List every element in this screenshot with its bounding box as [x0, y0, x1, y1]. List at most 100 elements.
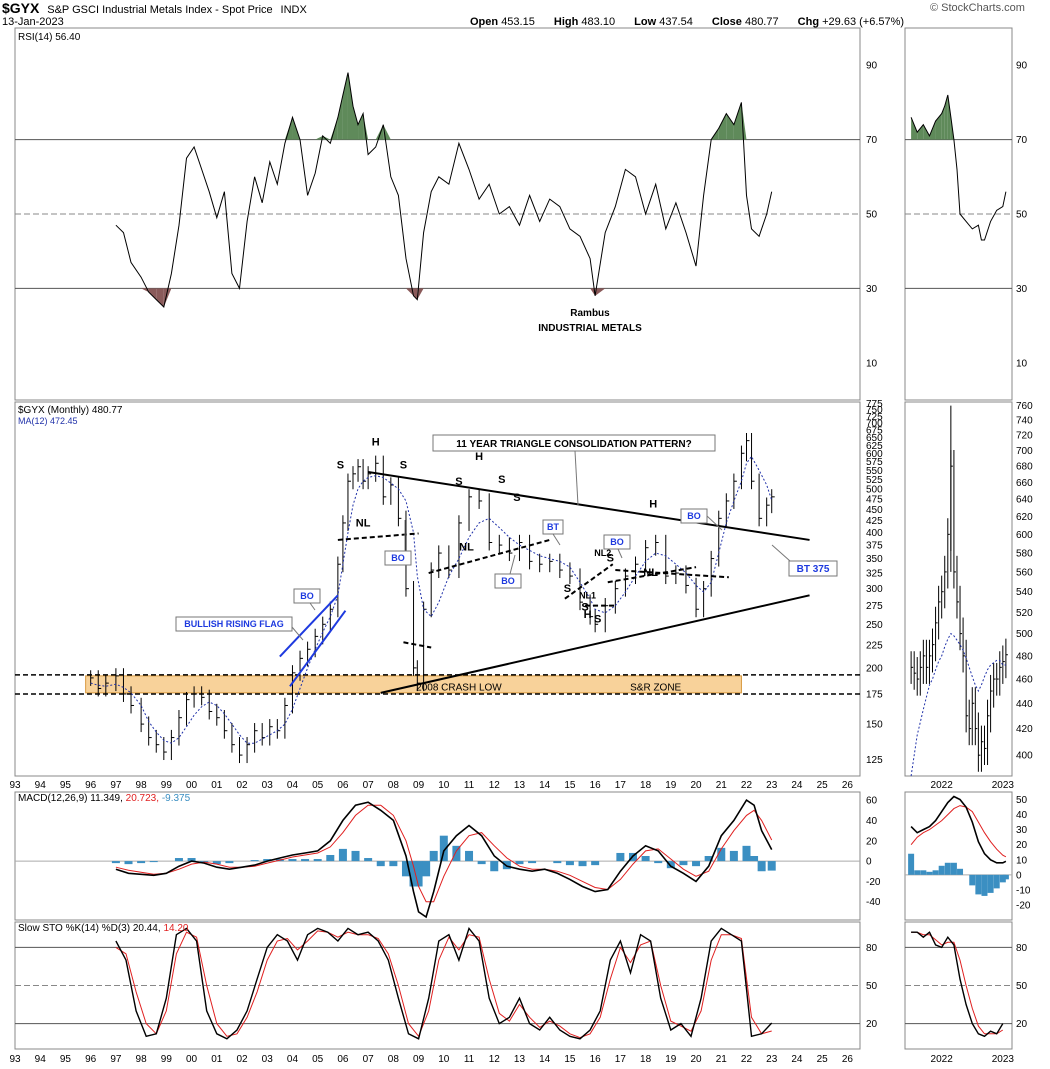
svg-text:BULLISH RISING FLAG: BULLISH RISING FLAG	[184, 619, 284, 629]
rsi-oversold-fill	[163, 288, 172, 307]
price-daily-y-tick: 740	[1016, 416, 1033, 427]
pattern-label-h: H	[475, 451, 483, 463]
macd-histogram-bar	[351, 850, 360, 862]
price-daily-y-tick: 580	[1016, 548, 1033, 559]
sto-daily-x-tick: 2022	[931, 1054, 954, 1065]
rsi-legend: RSI(14) 56.40	[18, 32, 81, 43]
price-daily-y-tick: 400	[1016, 751, 1033, 762]
price-y-tick: 425	[866, 516, 883, 527]
sto-x-tick: 99	[161, 1054, 173, 1065]
price-x-tick: 22	[741, 780, 753, 791]
macd-histogram-bar	[692, 861, 701, 867]
sto-x-tick: 96	[85, 1054, 97, 1065]
macd-daily-histogram-bar	[950, 862, 957, 875]
sto-x-tick: 23	[766, 1054, 778, 1065]
macd-line	[115, 798, 773, 919]
sto-x-tick: 03	[262, 1054, 274, 1065]
rsi-overbought-fill	[322, 135, 331, 140]
bt375-callout: BT 375	[771, 544, 838, 577]
macd-panel-daily	[904, 791, 1013, 921]
pattern-label-h: H	[372, 436, 380, 448]
price-daily-y-tick: 520	[1016, 608, 1033, 619]
macd-legend: MACD(12,26,9) 11.349, 20.723, -9.375	[18, 793, 191, 804]
macd-daily-histogram-bar	[938, 865, 945, 875]
macd-daily-histogram-bar	[1002, 874, 1009, 880]
sto-legend-d: 14.20	[163, 923, 188, 934]
rsi-daily-line	[910, 94, 1007, 241]
price-y-tick: 775	[866, 399, 883, 410]
close-label: Close	[711, 16, 742, 28]
price-daily-y-tick: 420	[1016, 724, 1033, 735]
bo-callout-2017: BO	[603, 534, 631, 559]
macd-daily-histogram-bar	[987, 874, 994, 893]
macd-legend-signal: 20.723,	[126, 793, 162, 804]
rsi-daily-overbought-fill	[944, 94, 948, 140]
svg-text:BO: BO	[391, 553, 405, 563]
sto-daily-y-tick: 80	[1016, 943, 1028, 954]
price-daily-y-tick: 720	[1016, 431, 1033, 442]
macd-daily-y-tick: 40	[1016, 810, 1028, 821]
rsi-daily-overbought-fill	[941, 106, 945, 140]
sto-legend: Slow STO %K(14) %D(3) 20.44, 14.20	[18, 923, 189, 934]
low-value: 437.54	[659, 16, 693, 28]
macd-histogram-bar	[124, 861, 133, 865]
rsi-overbought-fill	[353, 106, 359, 140]
chg-label: Chg	[797, 16, 820, 28]
sto-x-tick: 98	[136, 1054, 148, 1065]
flag-upper-line	[279, 594, 339, 658]
macd-histogram-bar	[149, 861, 158, 863]
macd-daily-y-tick: 30	[1016, 825, 1028, 836]
macd-histogram-bar	[490, 861, 499, 872]
sto-x-tick: 02	[236, 1054, 248, 1065]
sto-x-tick: 18	[640, 1054, 652, 1065]
pattern-label-nl: NL	[643, 567, 658, 579]
svg-text:BO: BO	[300, 591, 314, 601]
price-x-tick: 15	[564, 780, 576, 791]
price-daily-y-tick: 460	[1016, 675, 1033, 686]
macd-y-tick: -40	[866, 897, 881, 908]
macd-histogram-bar	[326, 854, 335, 862]
macd-histogram-bar	[502, 861, 511, 870]
price-y-tick: 450	[866, 505, 883, 516]
price-x-tick: 24	[791, 780, 803, 791]
macd-panel	[14, 791, 861, 921]
neckline	[337, 532, 419, 541]
macd-histogram-bar	[301, 859, 310, 862]
macd-daily-y-tick: -20	[1016, 900, 1031, 911]
price-panel-daily	[904, 401, 1013, 777]
price-x-tick: 19	[665, 780, 677, 791]
sr-zone-label: S&R ZONE	[630, 682, 681, 693]
sto-y-tick: 80	[866, 943, 878, 954]
sto-x-tick: 19	[665, 1054, 677, 1065]
sto-x-tick: 07	[363, 1054, 375, 1065]
macd-histogram-bar	[187, 858, 196, 862]
sto-x-tick: 15	[564, 1054, 576, 1065]
triangle-lower-line	[380, 594, 810, 694]
price-panel	[14, 401, 861, 777]
sto-x-tick: 09	[413, 1054, 425, 1065]
macd-daily-histogram-bar	[926, 871, 933, 875]
macd-legend-hist: -9.375	[162, 793, 191, 804]
price-y-tick: 675	[866, 426, 883, 437]
symbol: $GYX	[2, 0, 40, 16]
sto-x-tick: 04	[287, 1054, 299, 1065]
price-legend: $GYX (Monthly) 480.77	[18, 405, 123, 416]
pattern-label-s: S	[400, 459, 407, 471]
flag-lower-line	[289, 610, 347, 687]
sto-x-tick: 11	[464, 1054, 475, 1065]
macd-histogram-bar	[250, 860, 259, 862]
sto-x-tick: 14	[539, 1054, 551, 1065]
price-x-tick: 09	[413, 780, 425, 791]
macd-daily-y-tick: 50	[1016, 795, 1028, 806]
macd-histogram-bar	[389, 861, 398, 867]
bo-callout-2004: BO	[293, 588, 321, 611]
price-daily-y-tick: 500	[1016, 629, 1033, 640]
sto-x-tick: 93	[9, 1054, 21, 1065]
sto-x-tick: 24	[791, 1054, 803, 1065]
sto-y-tick: 50	[866, 981, 878, 992]
price-y-tick: 475	[866, 494, 883, 505]
price-x-tick: 99	[161, 780, 173, 791]
macd-daily-histogram-bar	[999, 874, 1006, 883]
price-daily-x-tick: 2022	[931, 780, 954, 791]
